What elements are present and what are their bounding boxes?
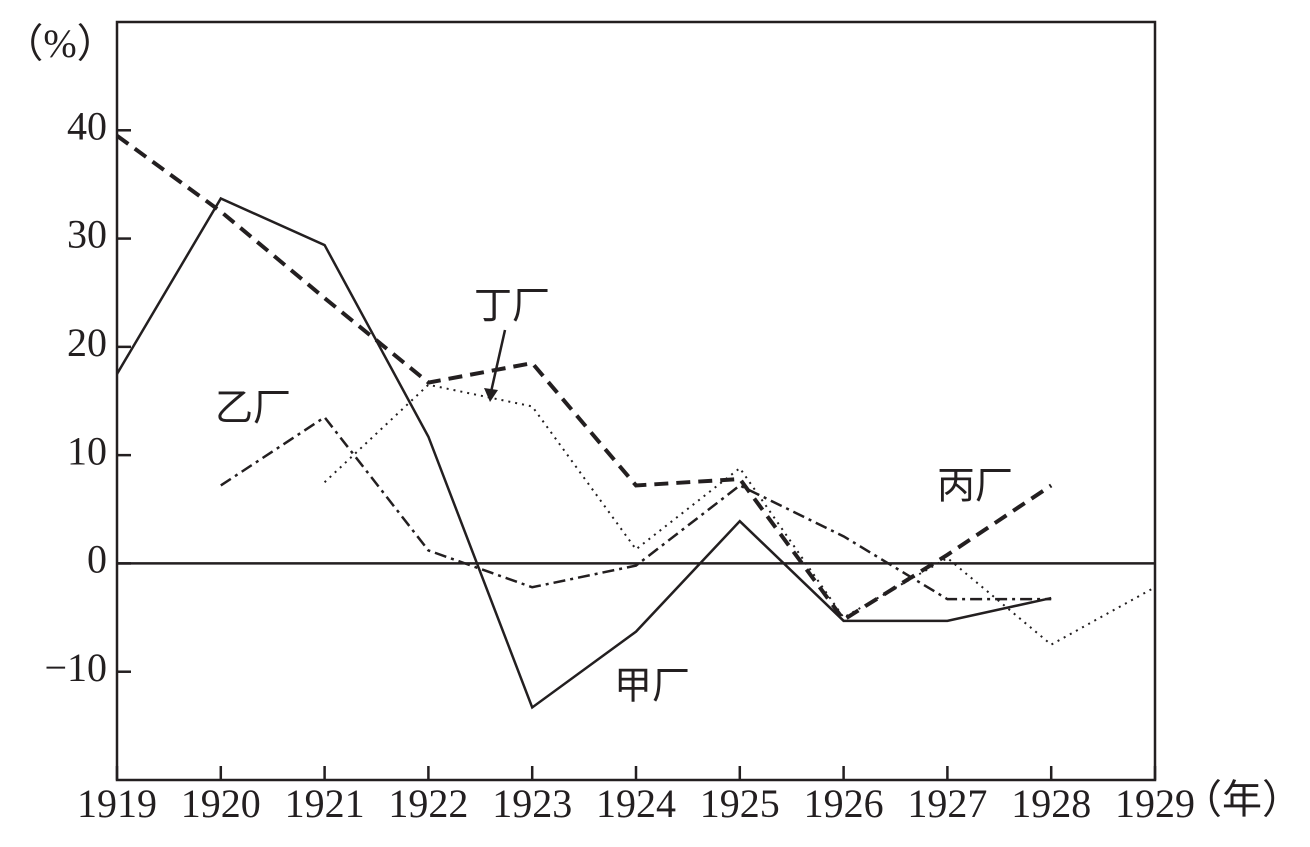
y-tick-label: 10 [67,428,107,473]
series-line [220,415,1052,601]
series-label: 乙厂 [215,386,291,430]
y-unit: （%） [3,21,116,66]
x-tick-label: 1920 [181,781,261,826]
x-tick-label: 1921 [285,781,365,826]
y-tick-label: 30 [67,212,107,257]
x-unit: （年） [1182,777,1302,822]
x-tick-label: 1929 [1115,781,1195,826]
x-tick-label: 1919 [77,781,157,826]
y-tick-label: 0 [87,537,107,582]
x-tick-label: 1923 [492,781,572,826]
x-tick-label: 1922 [388,781,468,826]
series-line [115,196,1052,710]
series-line [115,134,1053,623]
x-tick-label: 1928 [1011,781,1091,826]
label-arrow [489,329,507,393]
series-label: 甲厂 [614,664,690,708]
series-label: 丁厂 [474,284,550,328]
y-tick-label: 20 [67,320,107,365]
x-tick-label: 1927 [907,781,987,826]
arrow-head [484,388,498,402]
y-tick-label: −10 [44,645,107,690]
y-tick-label: 40 [67,103,107,148]
series-line [323,383,1156,646]
x-tick-label: 1926 [804,781,884,826]
x-tick-label: 1925 [700,781,780,826]
series-label: 丙厂 [937,464,1013,508]
x-tick-label: 1924 [596,781,676,826]
